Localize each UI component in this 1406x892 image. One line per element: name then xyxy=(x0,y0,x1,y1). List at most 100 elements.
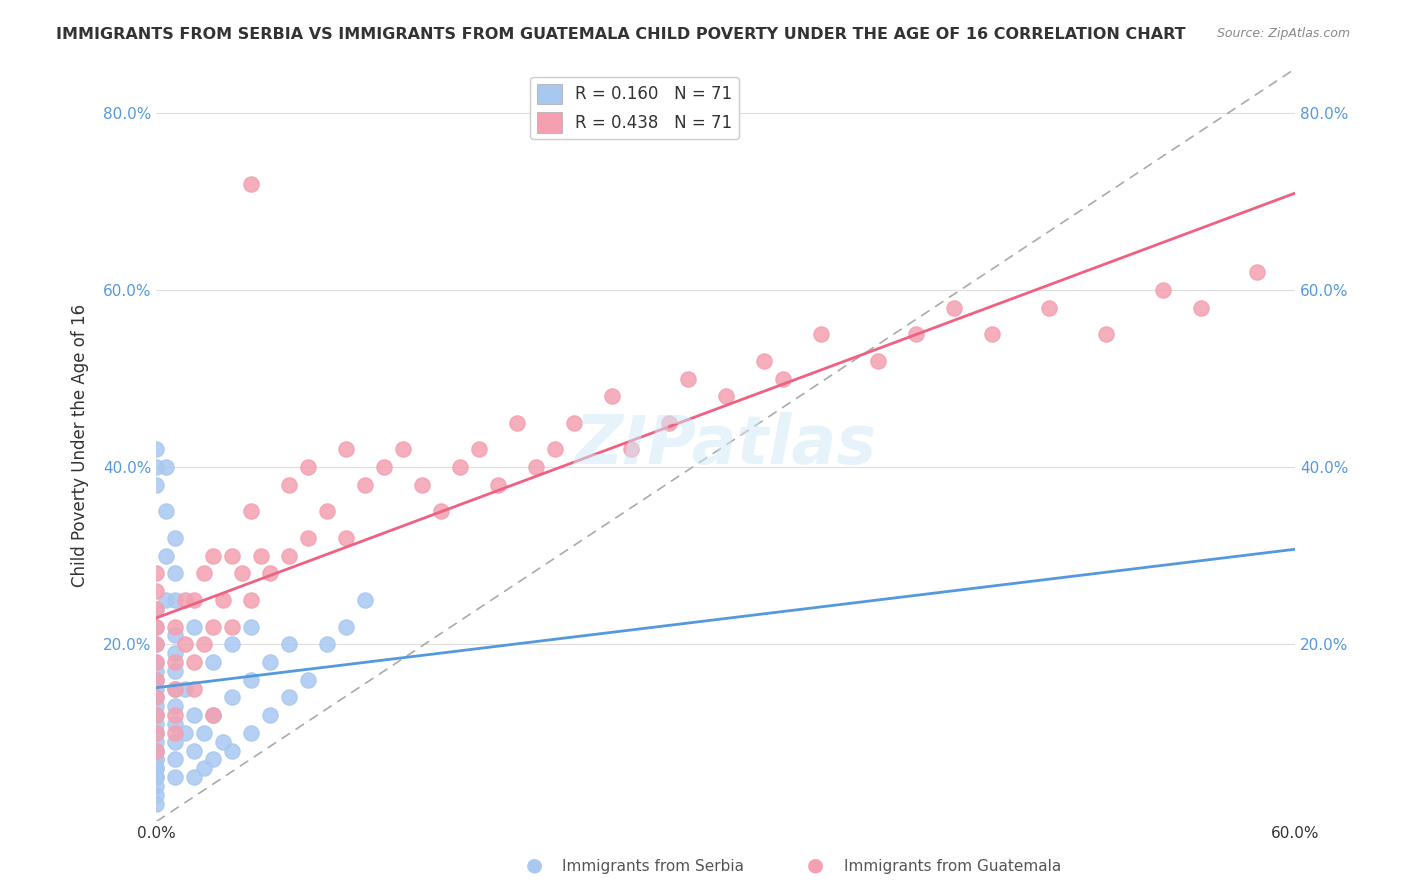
Point xyxy=(335,531,357,545)
Point xyxy=(240,593,263,607)
Point xyxy=(562,416,585,430)
Point xyxy=(174,637,197,651)
Point xyxy=(193,726,215,740)
Point xyxy=(145,752,167,766)
Point xyxy=(316,504,339,518)
Point xyxy=(259,655,281,669)
Point xyxy=(1038,301,1060,315)
Point xyxy=(183,770,205,784)
Point xyxy=(174,681,197,696)
Point xyxy=(297,673,319,687)
Point xyxy=(145,460,167,475)
Point xyxy=(145,717,167,731)
Point xyxy=(145,584,167,599)
Point xyxy=(145,743,167,757)
Point xyxy=(240,177,263,191)
Text: ●: ● xyxy=(807,855,824,874)
Point xyxy=(165,531,187,545)
Point xyxy=(183,593,205,607)
Point xyxy=(165,681,187,696)
Point xyxy=(193,637,215,651)
Point xyxy=(165,726,187,740)
Point xyxy=(221,619,243,633)
Point xyxy=(165,619,187,633)
Point xyxy=(145,743,167,757)
Point xyxy=(714,389,737,403)
Text: ●: ● xyxy=(526,855,543,874)
Point xyxy=(942,301,965,315)
Point xyxy=(373,460,395,475)
Point xyxy=(486,478,509,492)
Point xyxy=(145,761,167,775)
Point xyxy=(145,743,167,757)
Text: IMMIGRANTS FROM SERBIA VS IMMIGRANTS FROM GUATEMALA CHILD POVERTY UNDER THE AGE : IMMIGRANTS FROM SERBIA VS IMMIGRANTS FRO… xyxy=(56,27,1185,42)
Point xyxy=(145,788,167,802)
Point xyxy=(145,708,167,723)
Point xyxy=(221,690,243,705)
Point xyxy=(240,504,263,518)
Point xyxy=(155,460,177,475)
Point xyxy=(165,717,187,731)
Point xyxy=(145,664,167,678)
Point xyxy=(165,655,187,669)
Point xyxy=(155,593,177,607)
Point xyxy=(165,566,187,581)
Point xyxy=(183,655,205,669)
Point xyxy=(752,354,775,368)
Point xyxy=(278,549,301,563)
Point xyxy=(240,619,263,633)
Point xyxy=(354,593,377,607)
Point xyxy=(411,478,433,492)
Point xyxy=(155,549,177,563)
Point xyxy=(145,708,167,723)
Point xyxy=(221,549,243,563)
Point xyxy=(468,442,491,457)
Point xyxy=(165,770,187,784)
Point xyxy=(145,442,167,457)
Point xyxy=(354,478,377,492)
Point xyxy=(145,690,167,705)
Point xyxy=(145,779,167,793)
Point xyxy=(278,478,301,492)
Point xyxy=(392,442,415,457)
Point xyxy=(259,708,281,723)
Point xyxy=(221,743,243,757)
Point xyxy=(658,416,681,430)
Point xyxy=(202,655,225,669)
Point xyxy=(240,726,263,740)
Point xyxy=(183,619,205,633)
Point xyxy=(676,371,699,385)
Point xyxy=(145,673,167,687)
Point xyxy=(202,708,225,723)
Point xyxy=(202,549,225,563)
Point xyxy=(259,566,281,581)
Point xyxy=(145,708,167,723)
Point xyxy=(212,593,235,607)
Point xyxy=(145,761,167,775)
Point xyxy=(145,655,167,669)
Point xyxy=(278,637,301,651)
Point xyxy=(620,442,643,457)
Point xyxy=(506,416,529,430)
Point xyxy=(165,628,187,642)
Point xyxy=(202,708,225,723)
Point xyxy=(980,327,1002,342)
Point xyxy=(145,637,167,651)
Point xyxy=(165,664,187,678)
Point xyxy=(212,735,235,749)
Text: Source: ZipAtlas.com: Source: ZipAtlas.com xyxy=(1216,27,1350,40)
Point xyxy=(145,797,167,811)
Point xyxy=(174,593,197,607)
Point xyxy=(145,690,167,705)
Point xyxy=(1189,301,1212,315)
Text: ZIPatlas: ZIPatlas xyxy=(575,412,877,478)
Point xyxy=(544,442,567,457)
Point xyxy=(193,761,215,775)
Point xyxy=(145,619,167,633)
Point xyxy=(297,460,319,475)
Point xyxy=(145,770,167,784)
Point xyxy=(145,602,167,616)
Point xyxy=(165,681,187,696)
Point xyxy=(772,371,794,385)
Point xyxy=(145,726,167,740)
